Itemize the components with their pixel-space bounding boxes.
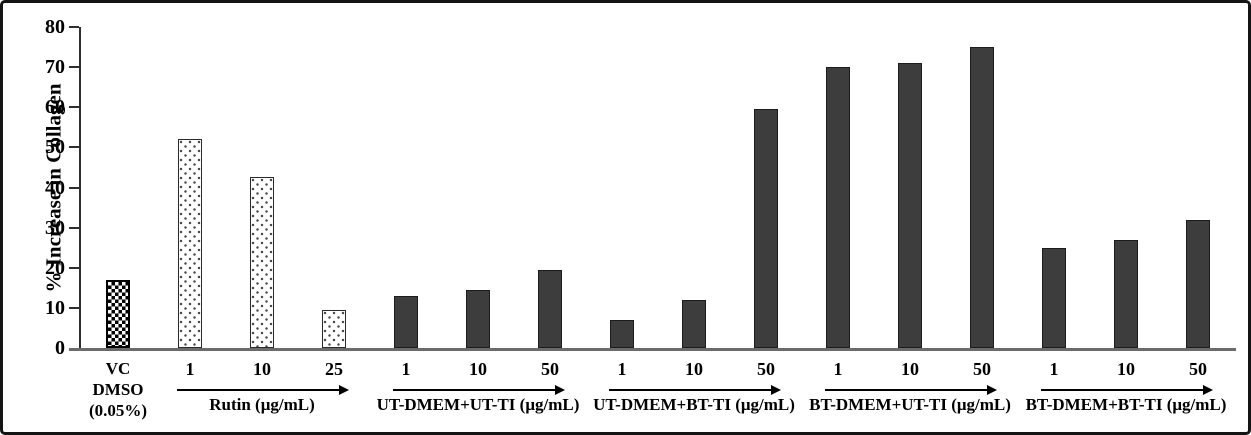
bar xyxy=(1042,247,1066,348)
x-tick-label: 1 xyxy=(185,359,195,379)
group-arrow-head xyxy=(555,384,565,395)
bar xyxy=(826,67,850,348)
group-label-line: (0.05%) xyxy=(88,401,148,420)
y-tick xyxy=(69,146,79,149)
y-tick-label: 10 xyxy=(45,296,65,319)
bar xyxy=(898,63,922,348)
group-arrow-head xyxy=(1203,384,1213,395)
bar xyxy=(106,279,130,348)
y-tick xyxy=(69,66,79,69)
group-label: VC DMSO (0.05%) xyxy=(48,358,188,421)
x-tick-label: 1 xyxy=(833,359,843,379)
bar xyxy=(1186,219,1210,348)
x-tick-label: 50 xyxy=(757,359,775,379)
bar xyxy=(610,319,634,348)
group-label: BT-DMEM+BT-TI (μg/mL) xyxy=(1025,395,1227,414)
x-tick-label: 10 xyxy=(685,359,703,379)
bar xyxy=(178,139,202,348)
bar xyxy=(394,295,418,348)
group-label-line: VC xyxy=(105,359,131,378)
group-label: UT-DMEM+UT-TI (μg/mL) xyxy=(376,395,580,414)
group-label: UT-DMEM+BT-TI (μg/mL) xyxy=(593,395,795,414)
group-arrow xyxy=(825,389,988,391)
x-tick-label: 10 xyxy=(469,359,487,379)
group-arrow xyxy=(609,389,772,391)
y-tick-label: 20 xyxy=(45,256,65,279)
bar xyxy=(538,269,562,348)
bar xyxy=(322,309,346,348)
x-tick-label: 1 xyxy=(1049,359,1059,379)
y-tick xyxy=(69,106,79,109)
group-arrow xyxy=(393,389,556,391)
y-tick-label: 60 xyxy=(45,96,65,119)
group-arrow-head xyxy=(771,384,781,395)
group-arrow xyxy=(177,389,340,391)
y-tick-label: 30 xyxy=(45,216,65,239)
y-tick xyxy=(69,306,79,309)
group-label: BT-DMEM+UT-TI (μg/mL) xyxy=(809,395,1011,414)
y-tick xyxy=(69,26,79,28)
x-tick-label: 10 xyxy=(1117,359,1135,379)
x-tick-label: 10 xyxy=(253,359,271,379)
y-tick-label: 80 xyxy=(45,16,65,38)
y-tick xyxy=(69,186,79,189)
bar xyxy=(466,289,490,348)
group-arrow xyxy=(1041,389,1204,391)
x-tick-label: 50 xyxy=(541,359,559,379)
x-tick-label: 50 xyxy=(973,359,991,379)
y-tick xyxy=(69,266,79,269)
y-tick-label: 40 xyxy=(45,176,65,199)
bar xyxy=(970,47,994,348)
bar xyxy=(250,177,274,348)
group-label-line: DMSO xyxy=(92,380,144,399)
x-axis-line xyxy=(69,348,1236,351)
y-axis-line xyxy=(79,27,81,348)
y-tick-label: 0 xyxy=(55,337,65,359)
bar xyxy=(682,299,706,348)
x-tick-label: 1 xyxy=(401,359,411,379)
bar xyxy=(1114,239,1138,348)
y-tick-label: 50 xyxy=(45,136,65,159)
group-arrow-head xyxy=(987,384,997,395)
group-label: Rutin (μg/mL) xyxy=(209,395,315,414)
x-tick-label: 25 xyxy=(325,359,343,379)
y-tick xyxy=(69,226,79,229)
y-tick-label: 70 xyxy=(45,56,65,79)
x-tick-label: 10 xyxy=(901,359,919,379)
bar xyxy=(754,109,778,348)
group-arrow-head xyxy=(339,384,349,395)
x-tick-label: 1 xyxy=(617,359,627,379)
x-tick-label: 50 xyxy=(1189,359,1207,379)
